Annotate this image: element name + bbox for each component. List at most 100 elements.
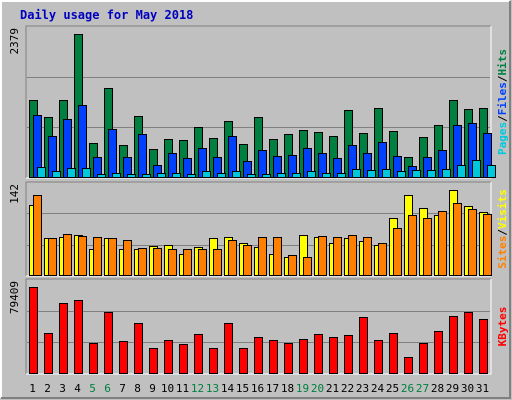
bar-pages	[37, 167, 46, 178]
bar-sites	[393, 228, 402, 276]
legend-entry: /	[496, 229, 509, 236]
bar-sites	[33, 195, 42, 276]
bar-kbytes	[254, 337, 263, 374]
legend-entry: Hits	[496, 49, 509, 76]
bar-kbytes	[449, 316, 458, 374]
bar-sites	[303, 257, 312, 276]
bar-sites	[93, 237, 102, 276]
legend-entry: Visits	[496, 189, 509, 229]
x-axis-labels: 1 2 3 4 5 6 7 8 9 10 11 12 13 14 15 16 17 18 19 20 21 22 23 24 2…	[29, 382, 489, 395]
plot-border-dark	[25, 278, 491, 374]
bar-pages	[472, 160, 481, 178]
bar-pages	[487, 165, 496, 178]
bar-kbytes	[89, 343, 98, 374]
bar-sites	[288, 255, 297, 276]
bar-kbytes	[284, 343, 293, 374]
bar-pages	[217, 173, 226, 178]
bar-pages	[322, 173, 331, 178]
bar-pages	[427, 170, 436, 178]
bar-pages	[247, 174, 256, 178]
legend-entry: KBytes	[496, 307, 509, 347]
legend-entry: /	[496, 75, 509, 82]
bar-pages	[262, 174, 271, 178]
bar-files	[108, 129, 117, 178]
bar-kbytes	[464, 312, 473, 374]
plot-border-dark	[25, 25, 491, 178]
bar-files	[138, 134, 147, 178]
x-tick-label: 8	[134, 382, 141, 395]
bar-sites	[438, 211, 447, 276]
bar-kbytes	[239, 348, 248, 374]
legend-visits_sites: Sites/Visits	[496, 189, 509, 269]
bar-pages	[292, 173, 301, 178]
legend-entry: /	[496, 115, 509, 122]
bar-kbytes	[434, 331, 443, 374]
bar-pages	[112, 173, 121, 178]
bar-kbytes	[344, 335, 353, 374]
panel-kbytes: 79409 KBytes	[8, 278, 509, 375]
x-tick-label: 3	[59, 382, 66, 395]
x-tick-label: 5	[89, 382, 96, 395]
bar-kbytes	[299, 339, 308, 374]
bar-kbytes	[119, 341, 128, 374]
bar-pages	[457, 165, 466, 178]
x-tick-label: 22	[341, 382, 354, 395]
bar-sites	[63, 234, 72, 276]
bar-sites	[213, 249, 222, 276]
bar-sites	[333, 237, 342, 276]
bar-pages	[172, 173, 181, 178]
bar-kbytes	[104, 312, 113, 374]
x-tick-label: 16	[251, 382, 264, 395]
legend-hits_files_pages: Pages/Files/Hits	[496, 49, 509, 155]
bar-sites	[108, 238, 117, 276]
bar-pages	[337, 173, 346, 178]
bar-sites	[138, 248, 147, 276]
x-tick-label: 18	[281, 382, 294, 395]
bar-pages	[67, 168, 76, 178]
bar-pages	[367, 170, 376, 178]
bar-sites	[183, 249, 192, 276]
bar-kbytes	[209, 348, 218, 374]
bar-kbytes	[194, 334, 203, 374]
bar-sites	[198, 249, 207, 276]
x-tick-label: 14	[221, 382, 235, 395]
series-files	[33, 105, 492, 178]
bar-kbytes	[404, 357, 413, 374]
x-tick-label: 12	[191, 382, 204, 395]
bar-sites	[348, 235, 357, 276]
bar-pages	[382, 169, 391, 178]
bar-kbytes	[164, 340, 173, 374]
x-tick-label: 30	[461, 382, 474, 395]
bar-pages	[352, 169, 361, 178]
bar-files	[78, 105, 87, 178]
bar-sites	[408, 215, 417, 276]
x-tick-label: 6	[104, 382, 111, 395]
bar-sites	[228, 240, 237, 276]
x-tick-label: 24	[371, 382, 385, 395]
x-tick-label: 25	[386, 382, 399, 395]
bar-kbytes	[419, 343, 428, 374]
bar-pages	[52, 171, 61, 178]
bar-pages	[232, 171, 241, 178]
bar-pages	[442, 169, 451, 178]
bar-sites	[258, 237, 267, 276]
bar-kbytes	[389, 333, 398, 374]
bar-sites	[363, 237, 372, 276]
bar-kbytes	[59, 303, 68, 374]
chart-panels: 2379Pages/Files/Hits142Sites/Visits79409…	[8, 25, 509, 375]
legend-entry: Pages	[496, 122, 509, 155]
x-tick-label: 31	[476, 382, 489, 395]
legend-entry: Sites	[496, 236, 509, 269]
plot-border-dark	[25, 181, 491, 276]
bar-kbytes	[74, 300, 83, 374]
x-tick-label: 19	[296, 382, 309, 395]
bar-kbytes	[269, 340, 278, 374]
x-tick-label: 17	[266, 382, 279, 395]
bar-kbytes	[329, 337, 338, 374]
bar-pages	[307, 171, 316, 178]
chart-title: Daily usage for May 2018	[20, 8, 193, 22]
bar-pages	[127, 174, 136, 178]
bar-sites	[483, 214, 492, 276]
